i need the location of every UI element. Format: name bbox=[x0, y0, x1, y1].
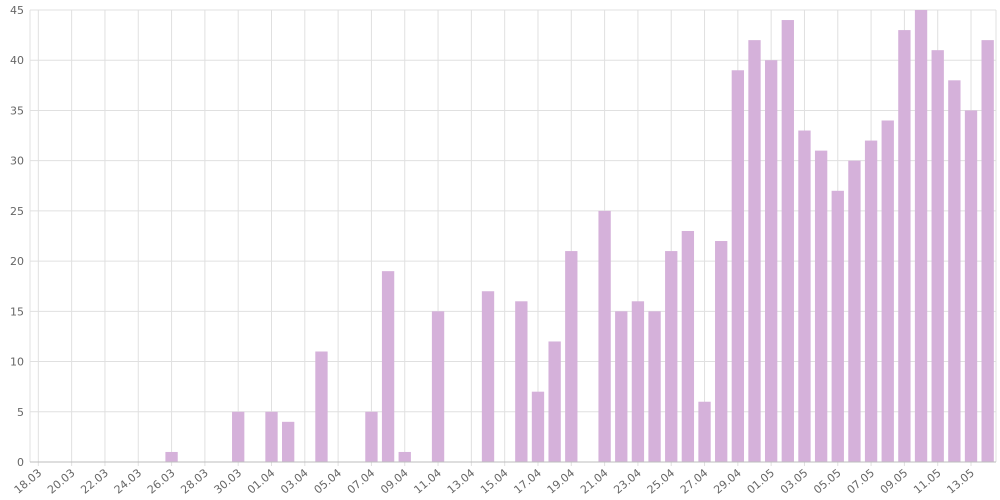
bar bbox=[814, 150, 828, 462]
bar bbox=[864, 140, 878, 463]
bar bbox=[798, 130, 811, 463]
bar bbox=[398, 451, 411, 462]
x-tick-label: 29.04 bbox=[711, 466, 743, 496]
x-tick-label: 17.04 bbox=[511, 466, 543, 496]
x-tick-label: 26.03 bbox=[145, 466, 177, 496]
bar bbox=[781, 20, 794, 463]
bar bbox=[481, 291, 495, 462]
x-tick-label: 05.04 bbox=[312, 466, 344, 496]
bar bbox=[981, 40, 994, 463]
y-tick-label: 10 bbox=[10, 356, 24, 369]
bar bbox=[598, 210, 611, 462]
x-tick-label: 09.04 bbox=[378, 466, 410, 496]
bar bbox=[531, 391, 545, 462]
x-tick-label: 01.04 bbox=[245, 466, 277, 496]
bar bbox=[831, 190, 844, 463]
x-tick-label: 23.04 bbox=[611, 466, 643, 496]
x-tick-label: 15.04 bbox=[478, 466, 510, 496]
bar bbox=[715, 241, 728, 462]
x-tick-label: 09.05 bbox=[878, 466, 910, 496]
x-tick-label: 11.05 bbox=[911, 466, 943, 496]
bar bbox=[265, 411, 278, 462]
bar bbox=[731, 70, 745, 463]
x-tick-label: 05.05 bbox=[811, 466, 843, 496]
bar bbox=[381, 271, 395, 462]
y-tick-label: 20 bbox=[10, 255, 24, 268]
bar bbox=[914, 10, 928, 462]
x-tick-label: 18.03 bbox=[12, 466, 44, 496]
bar bbox=[315, 351, 328, 462]
x-tick-label: 01.05 bbox=[745, 466, 777, 496]
bar bbox=[631, 301, 645, 462]
bar bbox=[665, 251, 678, 462]
bar bbox=[515, 301, 528, 462]
y-tick-label: 30 bbox=[10, 155, 24, 168]
x-tick-label: 03.04 bbox=[278, 466, 310, 496]
y-tick-label: 15 bbox=[10, 305, 24, 318]
y-tick-label: 5 bbox=[17, 406, 24, 419]
y-tick-label: 40 bbox=[10, 54, 24, 67]
x-tick-label: 07.04 bbox=[345, 466, 377, 496]
x-tick-label: 11.04 bbox=[411, 466, 443, 496]
bar bbox=[948, 80, 961, 463]
bar bbox=[848, 160, 861, 462]
bar-series bbox=[165, 10, 994, 463]
y-tick-label: 25 bbox=[10, 205, 24, 218]
bar bbox=[881, 120, 894, 462]
x-tick-label: 07.05 bbox=[845, 466, 877, 496]
x-tick-label: 22.03 bbox=[78, 466, 110, 496]
y-tick-label: 0 bbox=[17, 456, 24, 469]
x-tick-label: 25.04 bbox=[645, 466, 677, 496]
bar bbox=[365, 411, 378, 462]
bar bbox=[681, 230, 695, 462]
x-tick-label: 20.03 bbox=[45, 466, 77, 496]
y-tick-label: 45 bbox=[10, 4, 24, 17]
bar bbox=[764, 60, 778, 462]
y-axis-tick-labels: 0 5 10 15 20 25 30 35 40 45 bbox=[10, 4, 24, 469]
x-tick-label: 19.04 bbox=[545, 466, 577, 496]
x-tick-label: 28.03 bbox=[178, 466, 210, 496]
bar bbox=[698, 401, 711, 462]
x-tick-label: 03.05 bbox=[778, 466, 810, 496]
bar bbox=[165, 451, 178, 462]
y-tick-label: 35 bbox=[10, 104, 24, 117]
bar bbox=[281, 421, 295, 462]
x-tick-label: 27.04 bbox=[678, 466, 710, 496]
y-gridlines bbox=[30, 9, 996, 463]
bar bbox=[565, 251, 578, 462]
bar bbox=[964, 110, 978, 462]
bar bbox=[898, 30, 911, 462]
x-axis-tick-labels: 18.03 20.03 22.03 24.03 26.03 28.03 30.03 01.04… bbox=[12, 466, 977, 496]
x-tick-label: 24.03 bbox=[112, 466, 144, 496]
x-tick-label: 30.03 bbox=[212, 466, 244, 496]
x-tick-label: 21.04 bbox=[578, 466, 610, 496]
x-tick-label: 13.05 bbox=[944, 466, 976, 496]
bar bbox=[615, 311, 628, 462]
bar bbox=[931, 50, 944, 463]
bar bbox=[748, 40, 761, 463]
bar bbox=[648, 311, 661, 462]
bar bbox=[232, 411, 245, 462]
x-tick-label: 13.04 bbox=[445, 466, 477, 496]
bar bbox=[548, 341, 561, 462]
bar bbox=[431, 311, 445, 462]
